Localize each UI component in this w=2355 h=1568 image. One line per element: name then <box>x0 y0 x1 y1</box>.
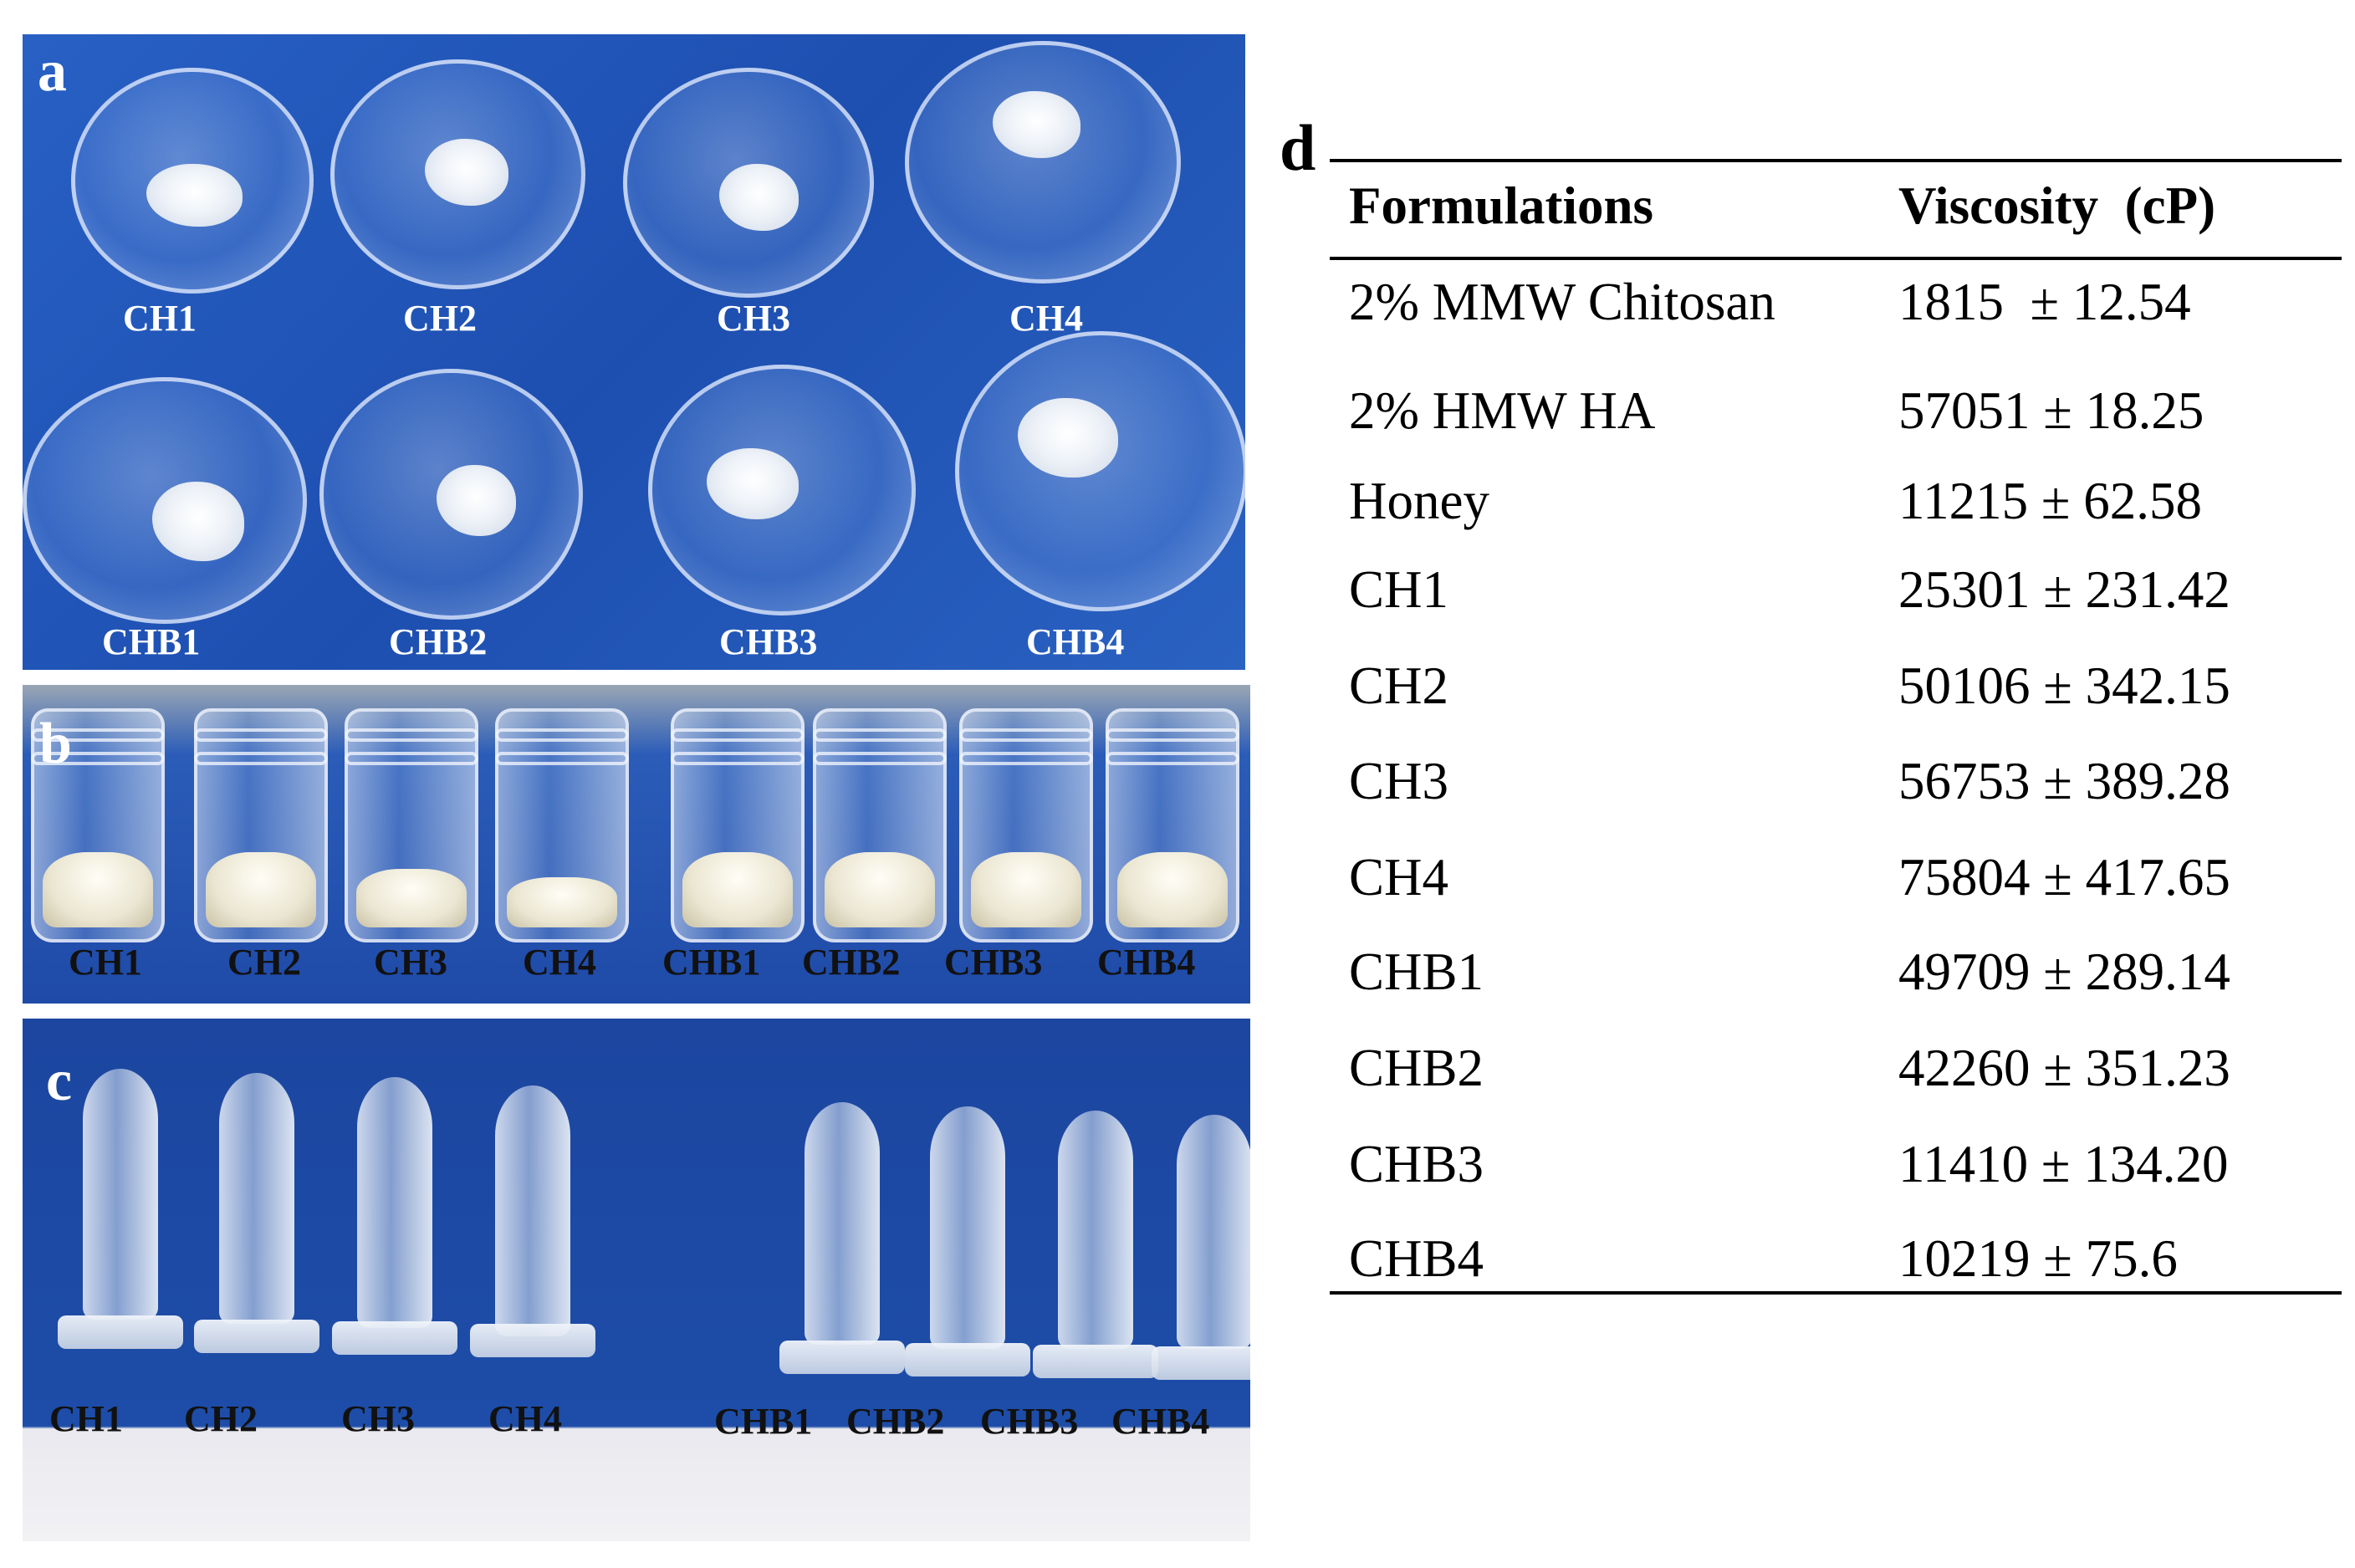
jar-chb1 <box>671 708 805 942</box>
tube-cap <box>332 1321 457 1355</box>
tube-ch1 <box>83 1069 158 1320</box>
table-top-rule <box>1330 159 2342 162</box>
header-viscosity: Viscosity (cP) <box>1898 176 2216 235</box>
label-ch4: CH4 <box>488 1398 562 1439</box>
viscosity-cell: 75804 ± 417.65 <box>1898 848 2230 907</box>
gel-sample <box>719 164 799 231</box>
label-chb1: CHB1 <box>102 621 201 662</box>
label-chb4: CHB4 <box>1097 942 1196 983</box>
label-chb4: CHB4 <box>1026 621 1125 662</box>
petri-dish-chb1 <box>23 377 307 624</box>
jar-ch4 <box>495 708 629 942</box>
petri-dish-chb3 <box>648 365 916 615</box>
label-ch3: CH3 <box>341 1398 415 1439</box>
tube-chb4 <box>1177 1115 1250 1349</box>
tube-cap <box>58 1315 183 1349</box>
panel-b-photo: b CH1 CH2 CH3 CH4 CHB1 CHB2 CHB3 CHB4 <box>23 685 1250 1004</box>
formulation-cell: 2% MMW Chitosan <box>1349 273 1775 331</box>
label-ch3: CH3 <box>717 298 790 339</box>
tube-cap <box>905 1343 1030 1376</box>
formulation-cell: Honey <box>1349 472 1489 530</box>
label-chb3: CHB3 <box>719 621 818 662</box>
label-ch2: CH2 <box>184 1398 258 1439</box>
jar-ch1 <box>31 708 165 942</box>
label-chb2: CHB2 <box>802 942 901 983</box>
viscosity-cell: 49709 ± 289.14 <box>1898 942 2230 1001</box>
label-chb1: CHB1 <box>714 1401 813 1442</box>
label-ch2: CH2 <box>227 942 301 983</box>
formulation-cell: CHB4 <box>1349 1229 1484 1288</box>
label-ch1: CH1 <box>123 298 197 339</box>
label-ch1: CH1 <box>69 942 142 983</box>
label-chb1: CHB1 <box>662 942 761 983</box>
table-bottom-rule <box>1330 1291 2342 1295</box>
label-chb3: CHB3 <box>980 1401 1079 1442</box>
formulation-cell: CH1 <box>1349 560 1449 619</box>
label-ch4: CH4 <box>1009 298 1083 339</box>
label-chb2: CHB2 <box>846 1401 945 1442</box>
label-chb3: CHB3 <box>944 942 1043 983</box>
viscosity-cell: 10219 ± 75.6 <box>1898 1229 2178 1288</box>
tube-cap <box>1152 1346 1250 1380</box>
viscosity-cell: 42260 ± 351.23 <box>1898 1039 2230 1097</box>
panel-c-photo: c CH1 CH2 CH3 CH4 CHB1 CHB2 CHB3 CHB4 <box>23 1019 1250 1541</box>
panel-a-letter: a <box>38 39 67 104</box>
formulation-cell: CH3 <box>1349 752 1449 810</box>
tube-ch4 <box>495 1085 570 1336</box>
label-chb4: CHB4 <box>1111 1401 1210 1442</box>
petri-dish-ch1 <box>71 68 314 294</box>
tube-ch2 <box>219 1073 294 1324</box>
tube-cap <box>194 1320 319 1353</box>
tube-ch3 <box>357 1077 432 1328</box>
formulation-cell: CHB2 <box>1349 1039 1484 1097</box>
tube-chb2 <box>930 1106 1005 1349</box>
viscosity-cell: 11410 ± 134.20 <box>1898 1135 2229 1193</box>
tube-cap <box>470 1324 595 1357</box>
tube-chb1 <box>805 1102 880 1345</box>
gel-sample <box>707 448 799 519</box>
tube-cap <box>1033 1345 1158 1378</box>
viscosity-cell: 56753 ± 389.28 <box>1898 752 2230 810</box>
label-ch2: CH2 <box>403 298 477 339</box>
header-formulations: Formulations <box>1349 176 1654 235</box>
viscosity-cell: 25301 ± 231.42 <box>1898 560 2230 619</box>
viscosity-cell: 11215 ± 62.58 <box>1898 472 2202 530</box>
formulation-cell: CHB3 <box>1349 1135 1484 1193</box>
jar-ch3 <box>345 708 478 942</box>
label-ch4: CH4 <box>523 942 596 983</box>
gel-sample <box>152 482 244 561</box>
petri-dish-chb2 <box>319 369 583 620</box>
viscosity-cell: 50106 ± 342.15 <box>1898 656 2230 715</box>
gel-sample <box>1018 398 1118 478</box>
panel-c-letter: c <box>46 1049 73 1113</box>
panel-d-letter: d <box>1280 111 1316 184</box>
viscosity-cell: 57051 ± 18.25 <box>1898 381 2204 440</box>
formulation-cell: CH4 <box>1349 848 1449 907</box>
panel-b-letter: b <box>39 712 72 776</box>
formulation-cell: CHB1 <box>1349 942 1484 1001</box>
gel-sample <box>425 139 508 206</box>
panel-a-photo: a CH1 CH2 CH3 CH4 CHB1 CHB2 CHB3 CHB4 <box>23 34 1245 670</box>
gel-sample <box>146 164 243 227</box>
label-ch1: CH1 <box>49 1398 123 1439</box>
jar-chb3 <box>959 708 1093 942</box>
gel-sample <box>437 465 516 536</box>
jar-ch2 <box>194 708 328 942</box>
petri-dish-ch3 <box>623 68 874 298</box>
jar-chb4 <box>1106 708 1239 942</box>
petri-dish-ch4 <box>905 41 1181 283</box>
formulation-cell: CH2 <box>1349 656 1449 715</box>
petri-dish-chb4 <box>955 331 1245 611</box>
tube-chb3 <box>1058 1111 1133 1349</box>
formulation-cell: 2% HMW HA <box>1349 381 1656 440</box>
tube-cap <box>779 1341 905 1374</box>
label-ch3: CH3 <box>374 942 447 983</box>
petri-dish-ch2 <box>330 59 585 289</box>
table-header-rule <box>1330 257 2342 260</box>
gel-sample <box>993 91 1080 158</box>
label-chb2: CHB2 <box>389 621 488 662</box>
viscosity-cell: 1815 ± 12.54 <box>1898 273 2191 331</box>
jar-chb2 <box>813 708 947 942</box>
